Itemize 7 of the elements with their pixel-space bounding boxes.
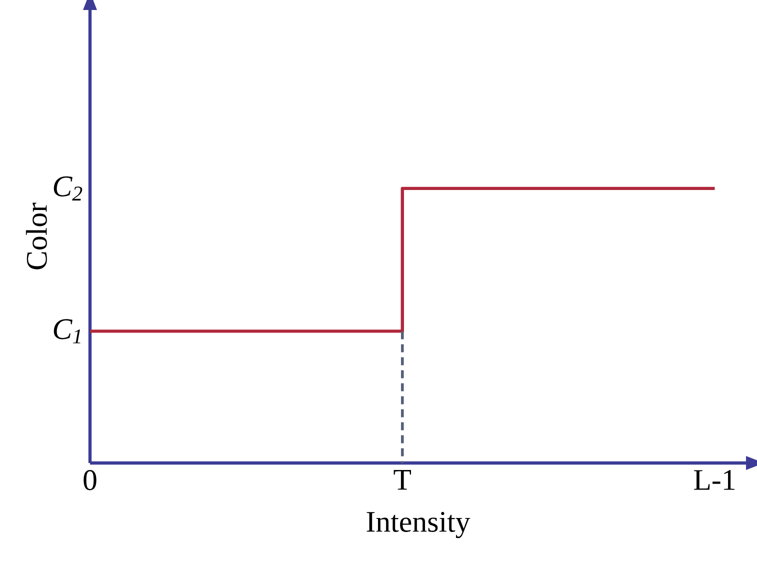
x-tick-label: L-1: [694, 470, 735, 490]
x-tick-label: 0: [84, 470, 96, 490]
x-axis-title: Intensity: [366, 512, 470, 538]
text: C$_{1}$: [54, 319, 80, 344]
y-axis-title: Color: [26, 202, 47, 270]
x-tick-label: T: [394, 470, 412, 490]
text: C$_{2}$: [54, 176, 82, 200]
